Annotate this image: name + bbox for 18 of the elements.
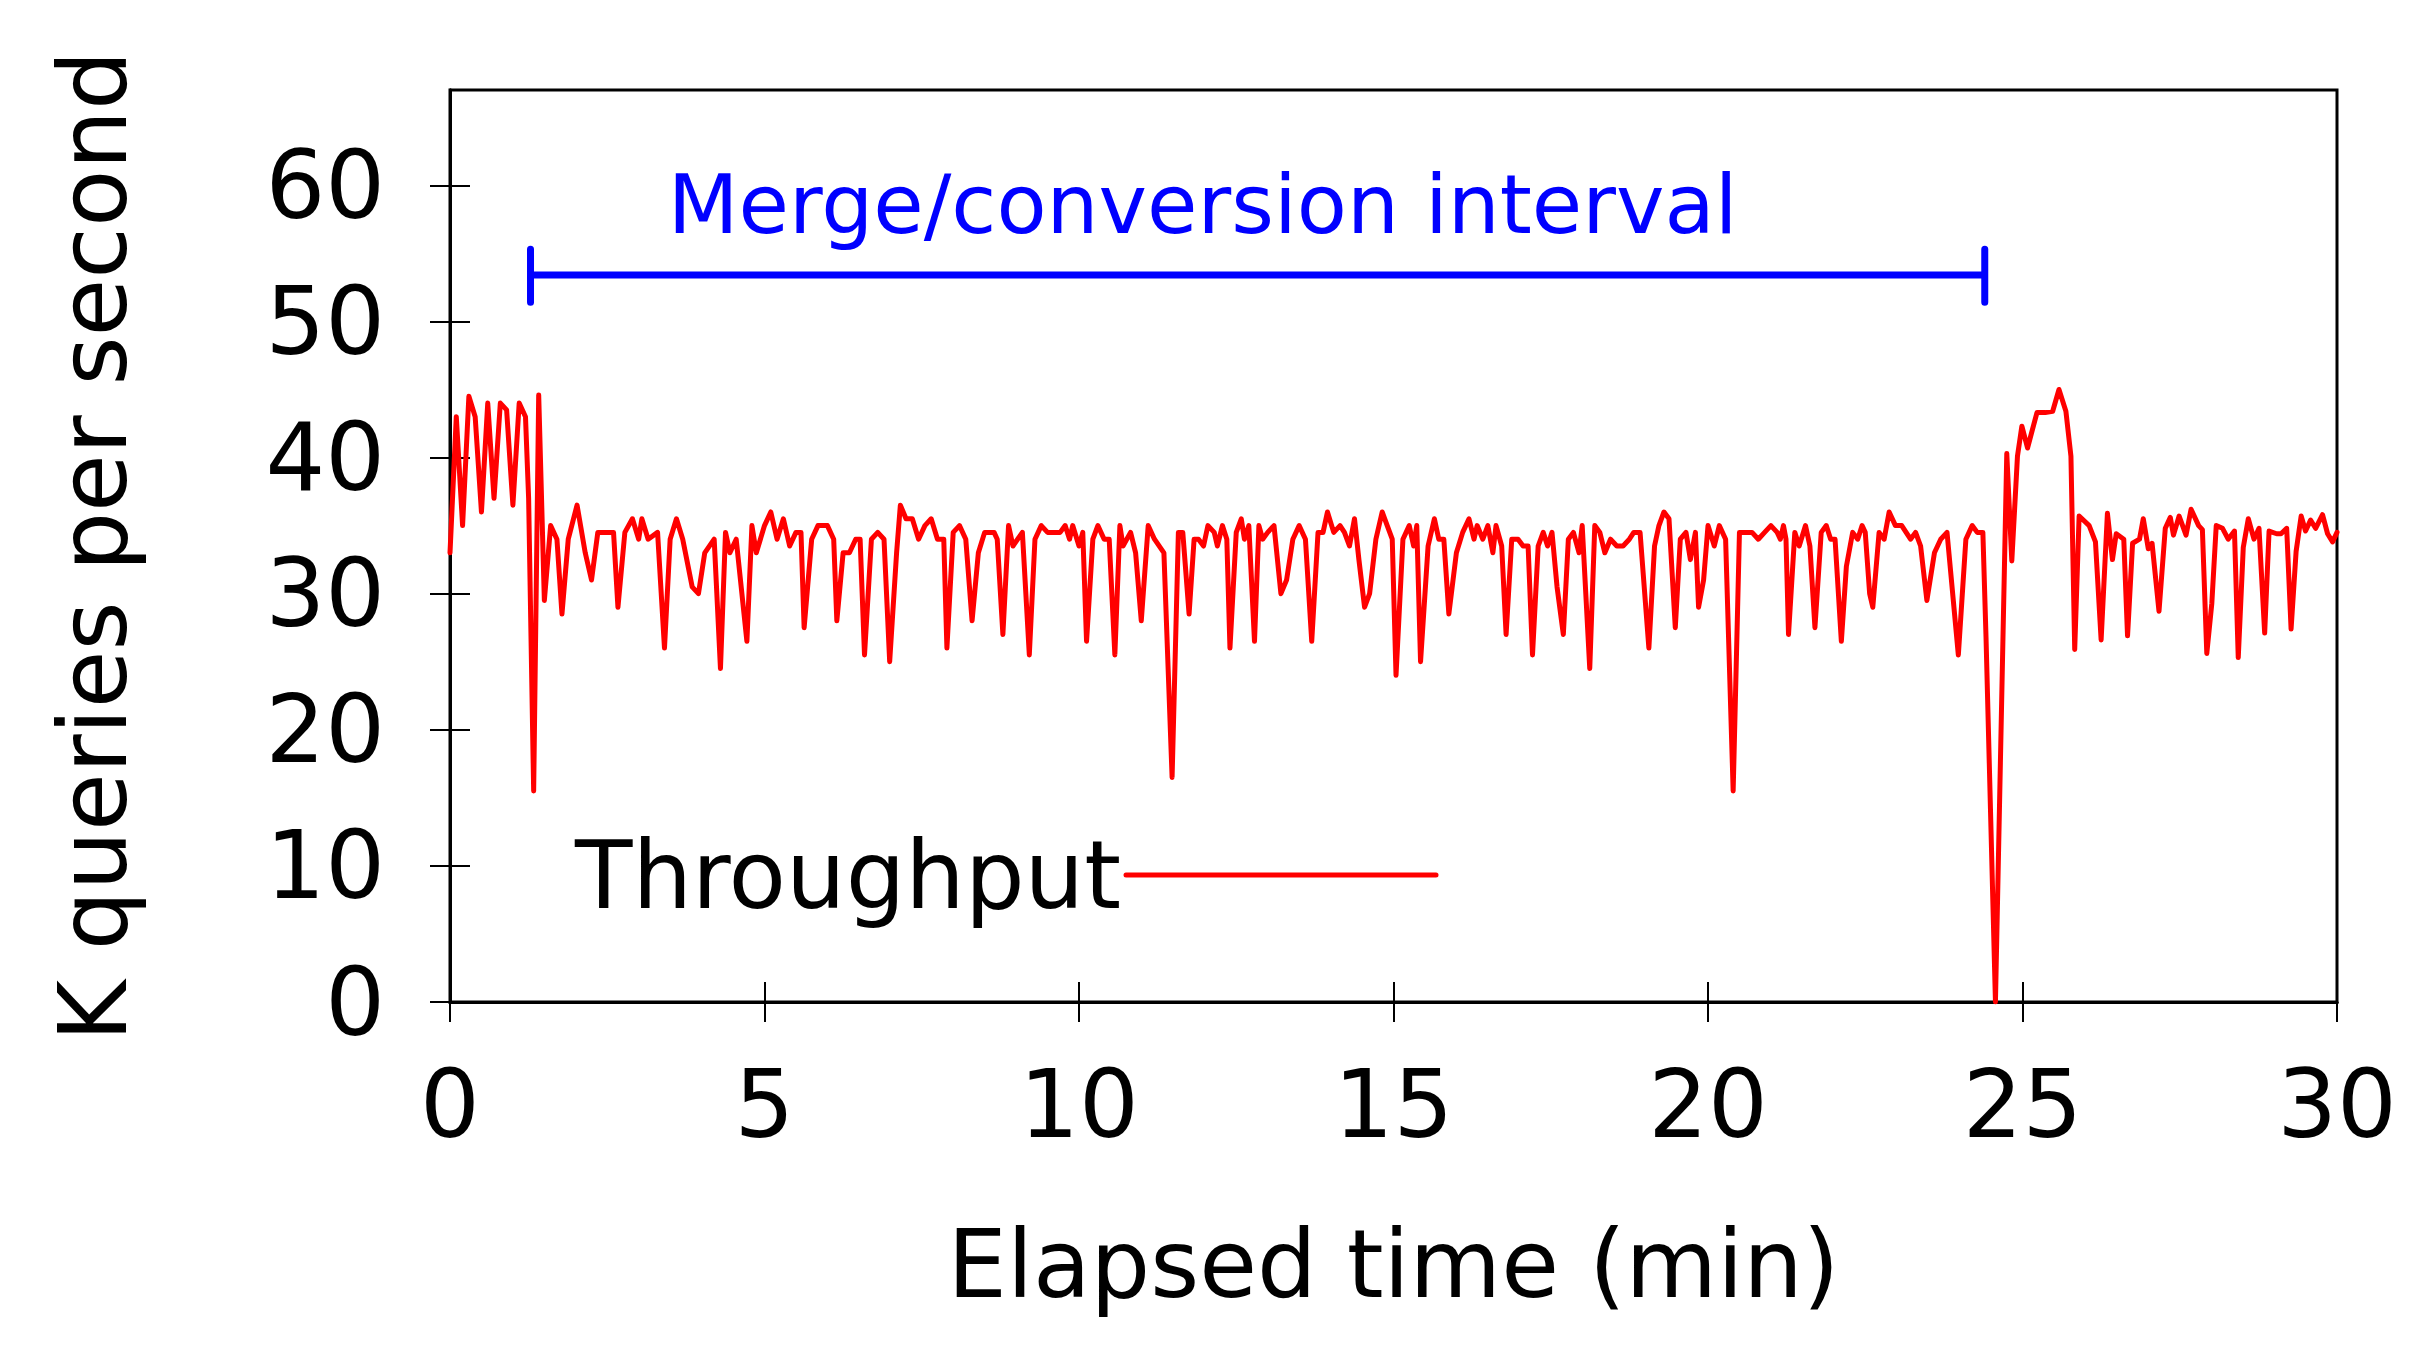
x-tick-label: 5 [734,1049,795,1159]
x-tick-label: 20 [1648,1049,1768,1159]
y-tick-label: 40 [265,403,385,513]
y-tick-label: 20 [265,675,385,785]
y-tick-label: 10 [265,811,385,921]
x-tick-label: 10 [1019,1049,1139,1159]
x-tick-label: 15 [1333,1049,1454,1159]
annotation: Merge/conversion interval [667,157,1738,253]
x-tick-label: 30 [2277,1049,2397,1159]
y-axis-title: K queries per second [38,50,148,1042]
x-tick-label: 25 [1962,1049,2083,1159]
y-tick-label: 30 [265,539,385,649]
series-label: Throughput [573,820,1122,930]
x-tick-label: 0 [420,1049,480,1159]
y-tick-label: 60 [265,130,385,240]
x-axis-title: Elapsed time (min) [947,1209,1840,1319]
y-tick-label: 50 [265,266,385,376]
y-tick-label: 0 [325,947,385,1057]
